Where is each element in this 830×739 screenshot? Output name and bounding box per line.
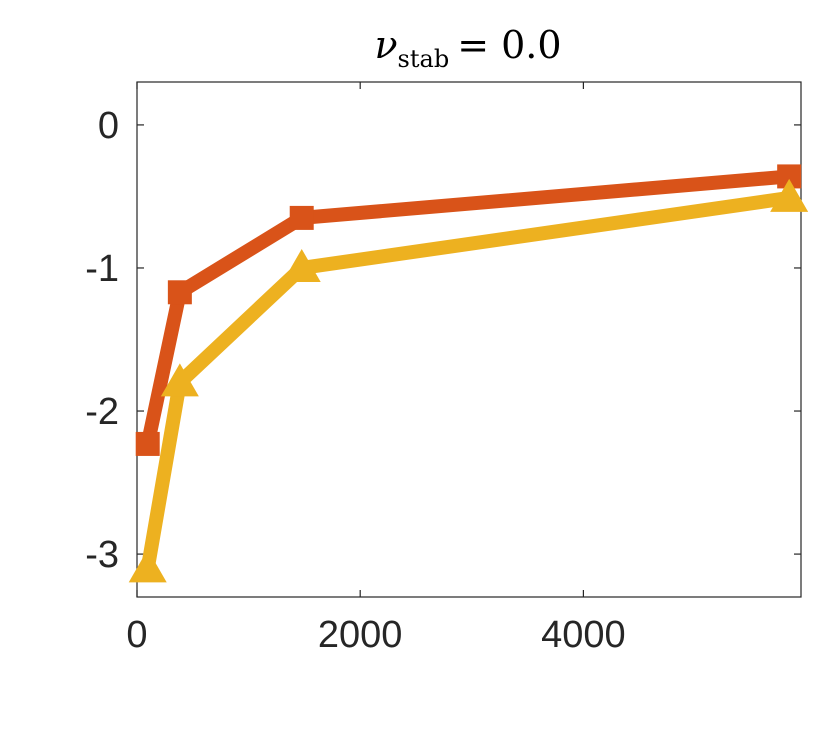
series-line — [140, 190, 797, 576]
x-tick-label: 0 — [126, 614, 147, 656]
data-point-triangle — [160, 363, 199, 397]
title-subscript: stab — [398, 45, 450, 73]
y-tick-label: -2 — [85, 391, 119, 433]
axes-box — [136, 81, 802, 598]
title-rest: = 0.0 — [457, 23, 561, 67]
x-tick-label: 2000 — [318, 614, 403, 656]
y-tick-label: -3 — [85, 534, 119, 576]
data-point-triangle — [770, 178, 809, 212]
series-layer — [128, 164, 809, 583]
x-axis: 0 2000 4000 — [126, 82, 626, 656]
x-tick-label: 4000 — [541, 614, 626, 656]
svg-text:νstab= 0.0: νstab = 0.0 — [374, 23, 561, 73]
data-point-triangle — [128, 549, 167, 583]
series-2 — [128, 178, 809, 583]
y-tick-label: -1 — [85, 248, 119, 290]
chart-title: νstab = 0.0 — [374, 23, 561, 73]
plot-area — [136, 81, 802, 598]
data-point-triangle — [282, 248, 321, 282]
data-point-square — [135, 431, 160, 456]
series-1 — [135, 164, 802, 456]
y-tick-label: 0 — [98, 105, 119, 147]
y-axis: 0 -1 -2 -3 — [85, 105, 801, 576]
series-line — [140, 169, 797, 451]
title-symbol: ν — [374, 23, 397, 67]
data-point-square — [167, 280, 192, 305]
data-point-square — [289, 205, 314, 230]
